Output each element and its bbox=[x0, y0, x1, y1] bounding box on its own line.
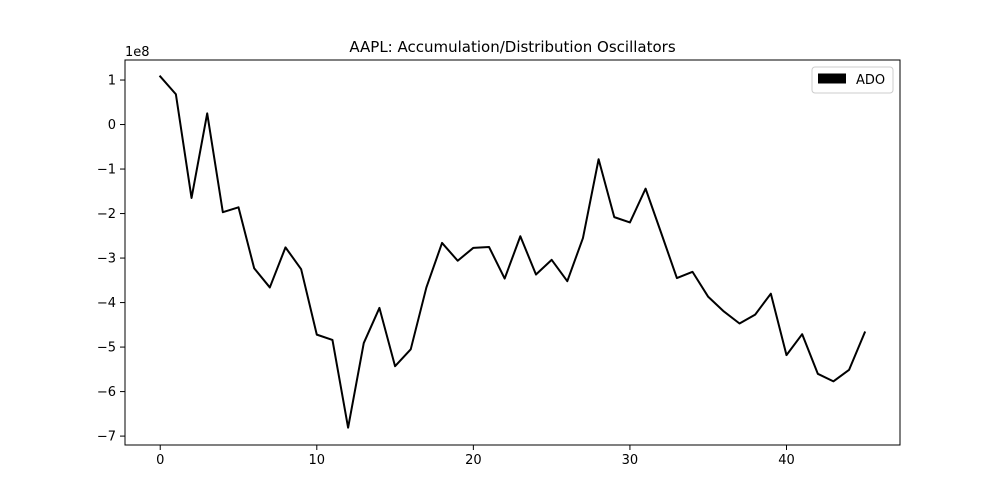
x-tick-label: 10 bbox=[309, 453, 326, 468]
chart-title: AAPL: Accumulation/Distribution Oscillat… bbox=[349, 38, 675, 56]
y-tick-label: −2 bbox=[97, 207, 116, 222]
y-axis-ticks: 1 0 −1 −2 −3 −4 −5 −6 −7 bbox=[97, 74, 125, 445]
legend-swatch-ado bbox=[818, 73, 846, 84]
x-tick-label: 40 bbox=[778, 453, 795, 468]
x-tick-label: 20 bbox=[465, 453, 482, 468]
y-tick-label: −6 bbox=[97, 385, 116, 400]
y-tick-label: −7 bbox=[97, 430, 116, 445]
plot-area bbox=[158, 75, 867, 429]
series-line-ado bbox=[158, 75, 867, 429]
x-tick-label: 30 bbox=[622, 453, 639, 468]
y-tick-label: −3 bbox=[97, 252, 116, 267]
axes-frame bbox=[124, 59, 901, 446]
y-tick-label: −4 bbox=[97, 296, 116, 311]
x-tick-label: 0 bbox=[156, 453, 164, 468]
legend: ADO bbox=[811, 66, 894, 94]
y-tick-label: 0 bbox=[108, 118, 116, 133]
y-scale-label: 1e8 bbox=[125, 45, 150, 60]
y-tick-label: 1 bbox=[108, 74, 116, 89]
y-tick-label: −5 bbox=[97, 341, 116, 356]
x-axis-ticks: 0 10 20 30 40 bbox=[156, 445, 795, 468]
legend-label-ado: ADO bbox=[856, 73, 885, 88]
y-tick-label: −1 bbox=[97, 163, 116, 178]
